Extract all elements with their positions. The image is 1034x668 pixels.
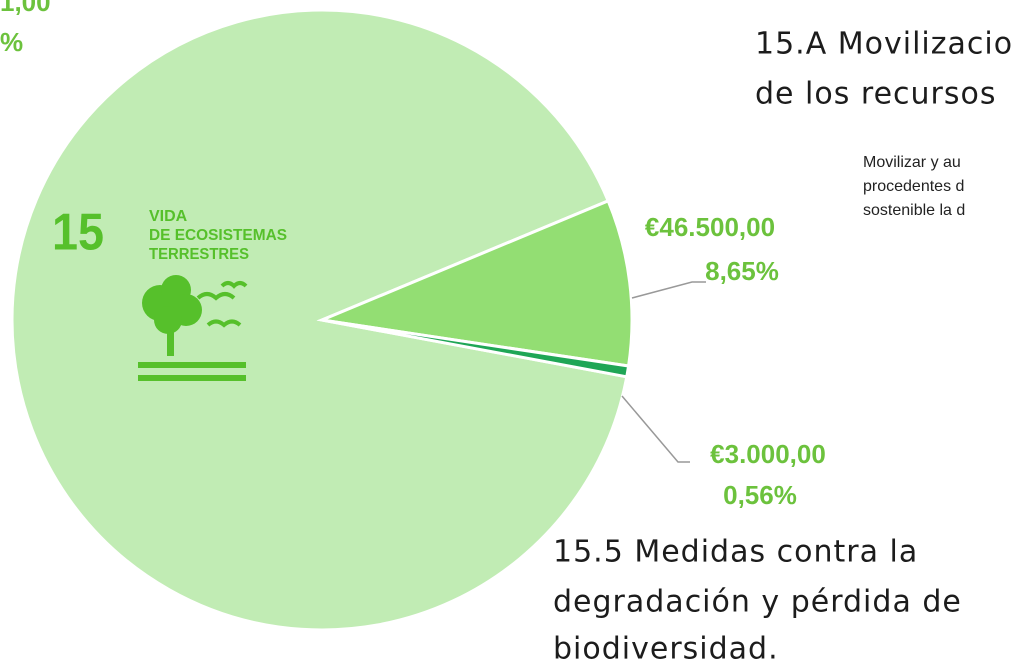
annotation-text: sostenible la d (863, 202, 965, 219)
cropped-label: 1,00 (0, 0, 51, 17)
sdg-icon: 15 VIDA DE ECOSISTEMAS TERRESTRES (52, 204, 287, 381)
icon-line: TERRESTRES (149, 246, 249, 263)
icon-line: VIDA (149, 208, 188, 225)
annotation-title: 15.5 Medidas contra la (553, 535, 918, 570)
amount-label: €46.500,00 (645, 212, 775, 242)
value-label: 8,65% (705, 256, 779, 286)
leader-line (631, 281, 706, 299)
cropped-label: % (0, 27, 23, 57)
tree (138, 275, 246, 381)
icon-line: DE ECOSISTEMAS (149, 227, 287, 244)
value-label: 0,56% (723, 480, 797, 510)
annotation-title: biodiversidad. (553, 632, 779, 667)
annotation-text: Movilizar y au (863, 154, 961, 171)
annotation-title: de los recursos (755, 77, 996, 112)
pie-slice (321, 318, 631, 379)
annotation-title: 15.A Movilizacio (755, 27, 1013, 62)
icon-number: 15 (52, 204, 104, 262)
birds (196, 281, 248, 328)
annotation-title: degradación y pérdida de (553, 585, 962, 620)
pie-slice (316, 198, 634, 368)
annotation-text: procedentes d (863, 178, 964, 195)
amount-label: €3.000,00 (710, 439, 826, 469)
leader-line (621, 395, 690, 463)
pie (10, 8, 634, 632)
